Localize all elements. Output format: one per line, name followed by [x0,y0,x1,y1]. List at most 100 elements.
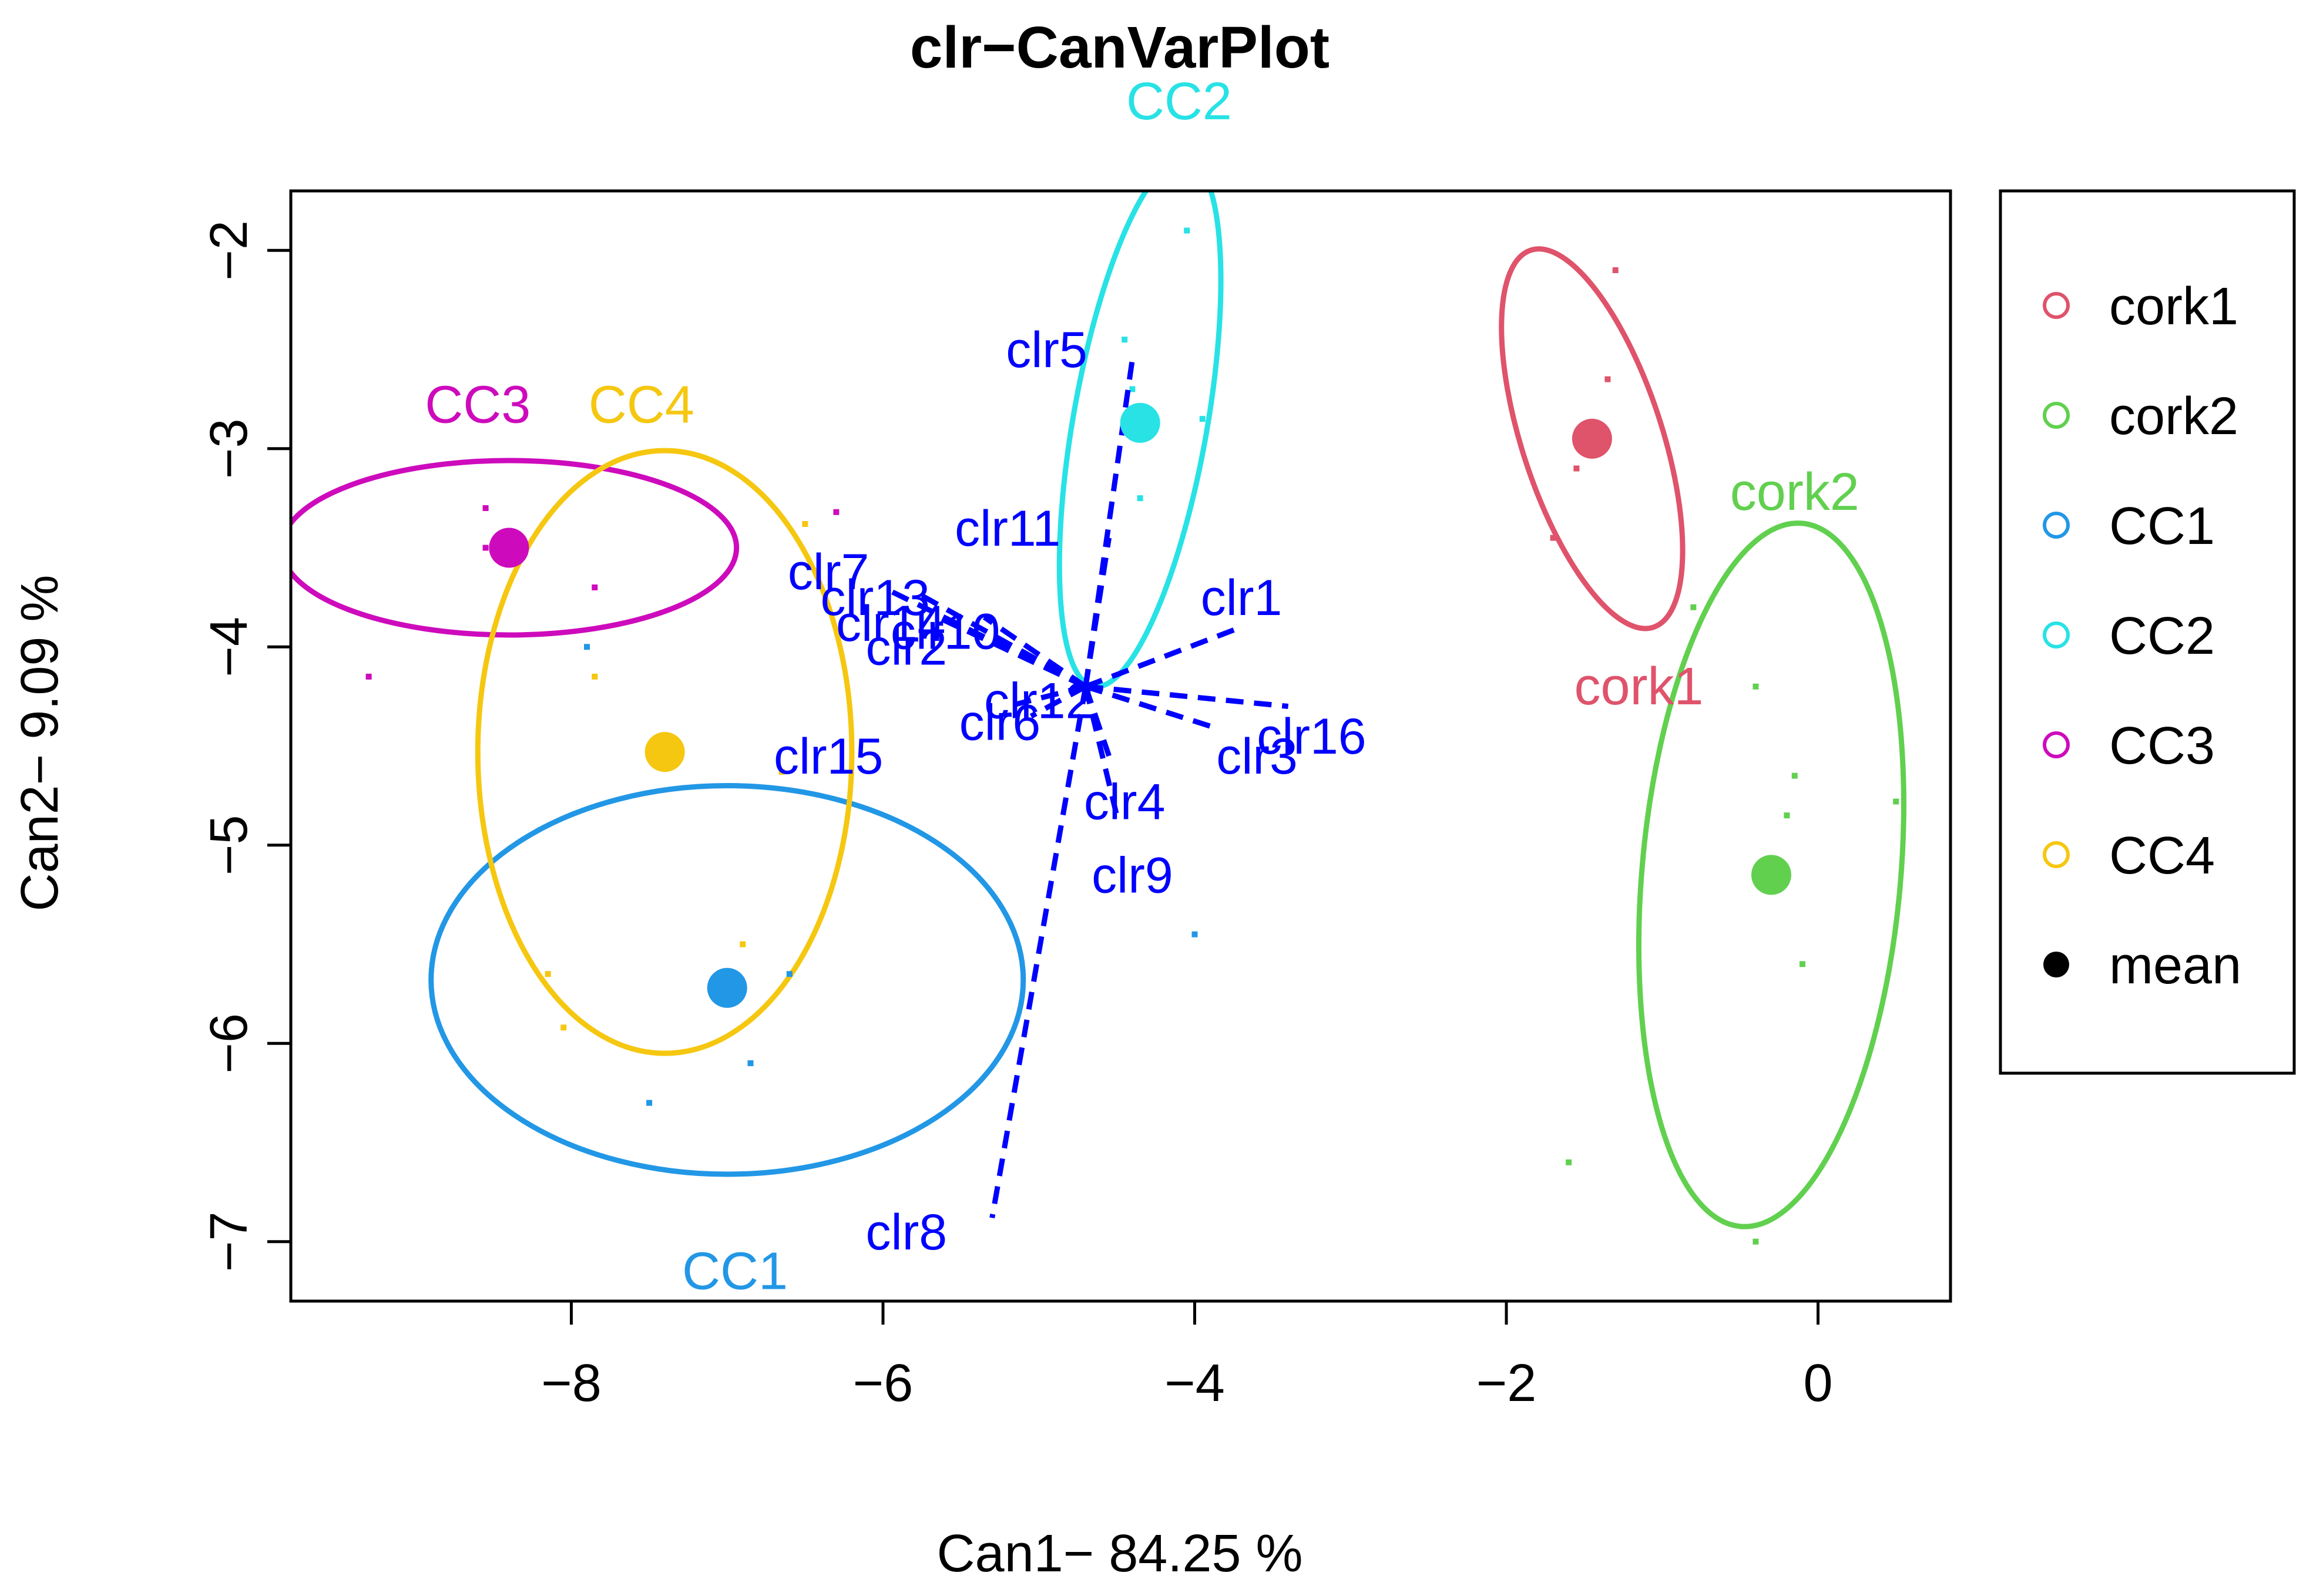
vector-label-clr1: clr1 [1201,570,1283,626]
plot-frame [289,189,1952,1303]
y-tick-label: −3 [200,418,258,479]
legend-box [1999,189,2296,1075]
group-label-cc1: CC1 [682,1242,788,1301]
point-cork1 [1612,267,1619,273]
ellipse-cc4 [475,448,855,1056]
point-cc2 [1129,386,1136,392]
group-labels: cork1 cork2 CC1 CC2 CC3 CC4 [425,72,1859,1301]
x-tick-label: −6 [853,1354,914,1413]
x-tick-label: −4 [1164,1354,1225,1413]
ellipse-cork1 [1499,246,1686,631]
legend-label-mean: mean [2109,936,2241,995]
vector-label-clr16: clr16 [1257,708,1366,765]
y-axis: −2 −3 −4 −5 −6 −7 [200,220,293,1272]
mean-cork2 [1751,855,1791,895]
point-cc2 [1184,227,1190,234]
point-cork2 [1753,683,1759,690]
ellipse-cc3 [291,458,740,638]
legend-label-cc1: CC1 [2109,497,2215,556]
point-cork2 [1753,1238,1759,1245]
observations [365,227,1899,1245]
point-cc3 [592,584,598,590]
vector-label-clr4: clr4 [1084,774,1166,831]
x-tick-label: −2 [1476,1354,1537,1413]
ellipses [291,191,1906,1229]
legend-marker-cc2 [2043,621,2070,649]
vector-clr16 [1085,684,1289,709]
point-cork2 [1784,812,1790,819]
ellipse-cc1 [428,783,1026,1177]
x-axis-label: Can1− 84.25 % [937,1524,1303,1583]
point-cc1 [747,1060,754,1066]
vector-label-clr9: clr9 [1092,847,1173,903]
mean-cork1 [1572,418,1612,459]
group-means [489,402,1791,1008]
group-label-cc4: CC4 [589,376,694,435]
variable-vectors [882,359,1289,1219]
point-cc1 [646,1100,653,1106]
vector-label-clr5: clr5 [1006,322,1087,378]
vector-clr15 [1007,684,1086,709]
mean-cc3 [489,527,529,568]
point-cc4 [545,971,551,977]
vector-label-clr11: clr11 [955,500,1060,557]
x-axis: −8 −6 −4 −2 0 [541,1299,1833,1413]
legend-label-cc3: CC3 [2109,717,2215,775]
y-tick-label: −4 [200,617,258,677]
point-cork1 [1550,535,1556,541]
point-cc3 [482,505,489,511]
legend-label-cc2: CC2 [2109,607,2215,666]
vector-clr8 [989,686,1089,1219]
point-cc2 [1122,337,1128,343]
vector-label-clr12: clr12 [984,673,1093,729]
x-tick-label: 0 [1803,1354,1832,1413]
group-label-cc2: CC2 [1126,72,1232,131]
vector-label-clr15: clr15 [774,728,883,785]
point-cc4 [802,521,808,527]
point-cork2 [1566,1159,1572,1165]
y-tick-label: −7 [200,1211,258,1272]
vector-clr9 [1083,686,1120,817]
point-cc4 [740,941,746,947]
vector-clr10 [982,614,1087,689]
vector-clr5 [1083,359,1135,687]
legend-marker-mean [2043,952,2069,977]
chart-title: clr−CanVarPlot [910,15,1330,80]
vector-label-clr10: clr10 [891,603,1000,660]
ellipse-cork2 [1636,520,1906,1229]
point-cc1 [583,644,590,650]
legend-marker-cc3 [2043,731,2070,758]
vector-clr3 [1085,684,1211,729]
y-tick-label: −6 [200,1013,258,1074]
y-tick-label: −5 [200,815,258,875]
y-tick-label: −2 [200,220,258,281]
vector-label-clr6: clr6 [959,695,1041,751]
point-cc4 [560,1024,567,1031]
legend-label-cork1: cork1 [2109,277,2238,336]
vector-label-clr7: clr7 [788,544,870,600]
point-cc4 [592,673,598,680]
x-tick-label: −8 [541,1354,602,1413]
vector-label-clr13: clr13 [821,570,930,626]
point-cork1 [1573,465,1580,472]
vector-label-clr8: clr8 [865,1204,947,1261]
legend-marker-cc1 [2043,512,2070,539]
legend-marker-cork2 [2043,402,2070,429]
point-cork1 [1604,376,1611,382]
y-axis-label: Can2− 9.09 % [11,575,69,912]
point-cc1 [786,971,793,977]
vector-clr11 [1083,537,1112,687]
vector-clr1 [1085,624,1243,689]
legend-marker-cc4 [2043,841,2070,868]
mean-cc2 [1120,402,1160,443]
group-label-cc3: CC3 [425,376,531,435]
vector-label-clr3: clr3 [1216,728,1298,785]
point-cork2 [1800,961,1806,967]
point-cork2 [1893,798,1899,805]
plot-content: clr1 clr2 clr3 clr4 clr5 clr6 clr7 clr8 clr9 clr1… [291,191,1906,1261]
point-cc2 [1199,416,1206,422]
vector-labels: clr1 clr2 clr3 clr4 clr5 clr6 clr7 clr8 clr9 clr1… [774,322,1367,1261]
legend-marker-cork1 [2043,292,2070,319]
legend: cork1 cork2 CC1 CC2 CC3 CC4 mean [1999,189,2296,1075]
